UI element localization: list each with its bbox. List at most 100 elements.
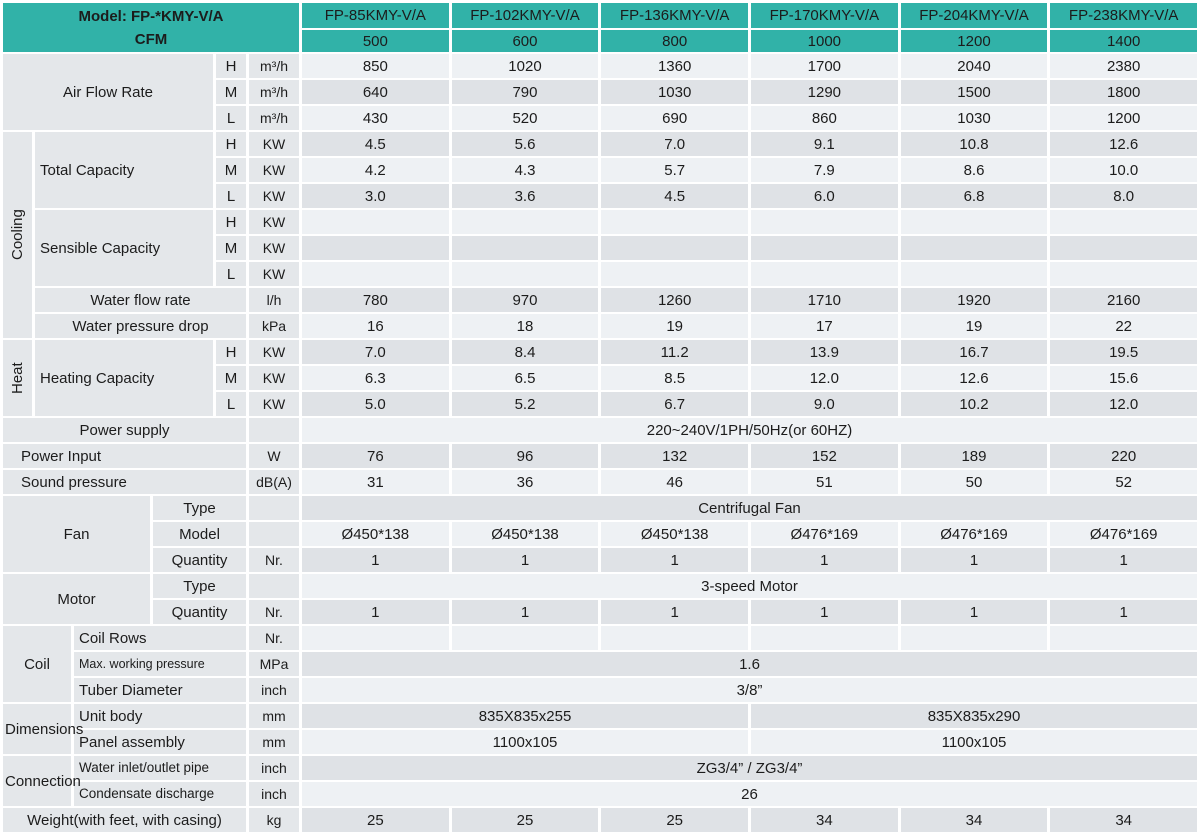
row-label-motor-type: Type <box>153 574 246 598</box>
heating-h-value: 11.2 <box>601 340 748 364</box>
unit-label <box>249 496 299 520</box>
section-label-cooling: Cooling <box>3 132 32 338</box>
motor-quantity-value: 1 <box>900 600 1048 624</box>
unit-label <box>249 418 299 442</box>
airflow-l-value: 430 <box>302 106 449 130</box>
airflow-m-value: 790 <box>451 80 599 104</box>
unit-label: KW <box>249 184 299 208</box>
panel-assembly-value: 1100x105 <box>302 730 748 754</box>
model-column-header: FP-170KMY-V/A <box>751 3 898 28</box>
heating-m-value: 12.0 <box>751 366 898 390</box>
fan-model-value: Ø450*138 <box>601 522 748 546</box>
unit-label: m³/h <box>249 54 299 78</box>
fan-quantity-value: 1 <box>302 548 449 572</box>
coil-rows-empty-cell <box>1050 626 1197 650</box>
model-column-header: FP-204KMY-V/A <box>900 3 1048 28</box>
cfm-value: 800 <box>601 30 748 52</box>
cfm-value: 500 <box>302 30 449 52</box>
speed-label: M <box>216 158 246 182</box>
motor-quantity-value: 1 <box>751 600 898 624</box>
row-label-power-supply: Power supply <box>3 418 246 442</box>
sensible-capacity-empty-cell <box>751 236 898 260</box>
unit-label: inch <box>249 756 299 780</box>
unit-label: MPa <box>249 652 299 676</box>
unit-label: l/h <box>249 288 299 312</box>
heating-l-value: 10.2 <box>900 392 1048 416</box>
weight-value: 34 <box>1050 808 1197 832</box>
section-label-dimensions: Dimensions <box>3 704 83 754</box>
pressure-drop-value: 16 <box>302 314 449 338</box>
sound-pressure-value: 31 <box>302 470 449 494</box>
heating-h-value: 16.7 <box>900 340 1048 364</box>
heating-h-value: 19.5 <box>1050 340 1197 364</box>
speed-label: H <box>216 54 246 78</box>
row-label-sensible-capacity: Sensible Capacity <box>35 210 213 286</box>
section-label-heat: Heat <box>3 340 32 416</box>
unit-label: Nr. <box>249 600 299 624</box>
heating-l-value: 12.0 <box>1050 392 1197 416</box>
heating-m-value: 15.6 <box>1050 366 1197 390</box>
model-header-cell: Model: FP-*KMY-V/A CFM <box>3 3 299 52</box>
panel-assembly-value: 1100x105 <box>751 730 1197 754</box>
sound-pressure-value: 46 <box>601 470 748 494</box>
speed-label: M <box>216 80 246 104</box>
unit-label: m³/h <box>249 106 299 130</box>
total-capacity-h-value: 9.1 <box>751 132 898 156</box>
cfm-value: 600 <box>451 30 599 52</box>
model-column-header: FP-136KMY-V/A <box>601 3 748 28</box>
row-label-water-pressure-drop: Water pressure drop <box>35 314 246 338</box>
power-input-value: 76 <box>302 444 449 468</box>
sensible-capacity-empty-cell <box>601 236 748 260</box>
unit-label: KW <box>249 262 299 286</box>
cfm-value: 1400 <box>1050 30 1197 52</box>
heating-l-value: 5.2 <box>451 392 599 416</box>
unit-label: m³/h <box>249 80 299 104</box>
fan-quantity-value: 1 <box>1050 548 1197 572</box>
row-label-total-capacity: Total Capacity <box>35 132 213 208</box>
cfm-value: 1200 <box>900 30 1048 52</box>
airflow-l-value: 860 <box>751 106 898 130</box>
coil-rows-empty-cell <box>451 626 599 650</box>
tuber-diameter-value: 3/8” <box>302 678 1197 702</box>
sensible-capacity-empty-cell <box>601 210 748 234</box>
motor-quantity-value: 1 <box>601 600 748 624</box>
total-capacity-m-value: 5.7 <box>601 158 748 182</box>
sensible-capacity-empty-cell <box>1050 262 1197 286</box>
total-capacity-l-value: 8.0 <box>1050 184 1197 208</box>
unit-label: kg <box>249 808 299 832</box>
unit-label: mm <box>249 704 299 728</box>
total-capacity-h-value: 10.8 <box>900 132 1048 156</box>
power-input-value: 96 <box>451 444 599 468</box>
heating-l-value: 9.0 <box>751 392 898 416</box>
cfm-value: 1000 <box>751 30 898 52</box>
total-capacity-h-value: 5.6 <box>451 132 599 156</box>
power-input-value: 132 <box>601 444 748 468</box>
motor-quantity-value: 1 <box>451 600 599 624</box>
row-label-sound-pressure: Sound pressure <box>3 470 246 494</box>
model-header-title: Model: FP-*KMY-V/A <box>78 7 224 25</box>
unit-label: KW <box>249 158 299 182</box>
sensible-capacity-empty-cell <box>451 210 599 234</box>
unit-label: inch <box>249 678 299 702</box>
heating-l-value: 6.7 <box>601 392 748 416</box>
water-inlet-outlet-value: ZG3/4” / ZG3/4” <box>302 756 1197 780</box>
section-label-coil: Coil <box>3 626 71 702</box>
sensible-capacity-empty-cell <box>302 236 449 260</box>
total-capacity-m-value: 4.3 <box>451 158 599 182</box>
row-label-tuber-diameter: Tuber Diameter <box>74 678 246 702</box>
unit-label: W <box>249 444 299 468</box>
unit-body-value: 835X835x290 <box>751 704 1197 728</box>
speed-label: H <box>216 340 246 364</box>
total-capacity-l-value: 6.8 <box>900 184 1048 208</box>
max-working-pressure-value: 1.6 <box>302 652 1197 676</box>
speed-label: M <box>216 236 246 260</box>
weight-value: 34 <box>751 808 898 832</box>
airflow-h-value: 1360 <box>601 54 748 78</box>
speed-label: L <box>216 106 246 130</box>
model-column-header: FP-238KMY-V/A <box>1050 3 1197 28</box>
row-label-condensate-discharge: Condensate discharge <box>74 782 246 806</box>
power-input-value: 189 <box>900 444 1048 468</box>
sound-pressure-value: 52 <box>1050 470 1197 494</box>
row-label-water-inlet-outlet-pipe: Water inlet/outlet pipe <box>74 756 246 780</box>
